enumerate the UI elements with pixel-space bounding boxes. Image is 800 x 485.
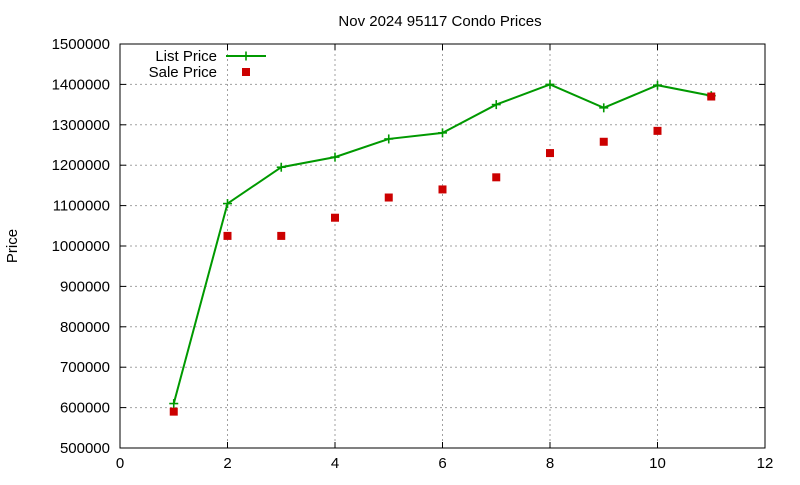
x-tick-label: 4 [331,455,339,472]
y-axis-label: Price [4,229,21,263]
legend-item: List Price [155,48,266,65]
list-price-point [330,152,340,162]
list-price-point [384,134,394,144]
y-tick-label: 600000 [60,400,110,417]
list-price-series [169,79,716,409]
y-tick-label: 700000 [60,359,110,376]
y-tick-label: 1500000 [52,36,110,53]
legend-label: Sale Price [149,64,217,81]
sale-price-point [492,173,501,182]
sale-price-point [169,407,178,416]
x-tick-label: 0 [116,455,124,472]
y-tick-label: 1400000 [52,76,110,93]
x-tick-labels: 0 2 4 6 8 10 12 [116,455,774,472]
list-price-point [438,128,447,138]
sale-price-point [223,231,232,240]
sale-price-point [653,126,662,135]
axes [119,43,766,449]
sale-price-point [242,68,250,76]
y-tick-labels: 500000 600000 700000 800000 900000 1000000 110… [52,36,110,457]
y-tick-label: 500000 [60,440,110,457]
x-tick-label: 8 [546,455,554,472]
y-tick-label: 1100000 [53,198,110,215]
grid-lines [120,44,765,448]
list-price-point [223,199,232,209]
list-price-point [653,80,662,90]
sale-price-point [384,193,393,202]
legend-label: List Price [155,48,217,65]
x-tick-label: 12 [757,455,774,472]
sale-price-point [331,213,339,222]
chart-title: Nov 2024 95117 Condo Prices [338,13,541,30]
list-price-point [491,100,501,110]
list-price-point [545,79,555,89]
list-price-point [241,51,251,61]
sale-price-point [438,185,447,194]
sale-price-point [546,149,554,158]
sale-price-series [169,92,716,416]
list-price-point [276,162,286,172]
y-tick-label: 1200000 [52,157,110,174]
list-price-point [599,103,609,113]
y-tick-label: 1000000 [52,238,110,255]
x-tick-label: 10 [649,455,666,472]
legend-item: Sale Price [149,64,250,81]
sale-price-point [599,137,608,146]
series [169,79,716,416]
x-tick-label: 6 [438,455,446,472]
sale-price-point [707,92,716,101]
x-tick-label: 2 [223,455,231,472]
list-price-point [169,399,179,409]
y-tick-label: 900000 [60,278,110,295]
y-tick-label: 800000 [60,319,110,336]
y-tick-label: 1300000 [52,117,110,134]
sale-price-point [277,231,286,240]
